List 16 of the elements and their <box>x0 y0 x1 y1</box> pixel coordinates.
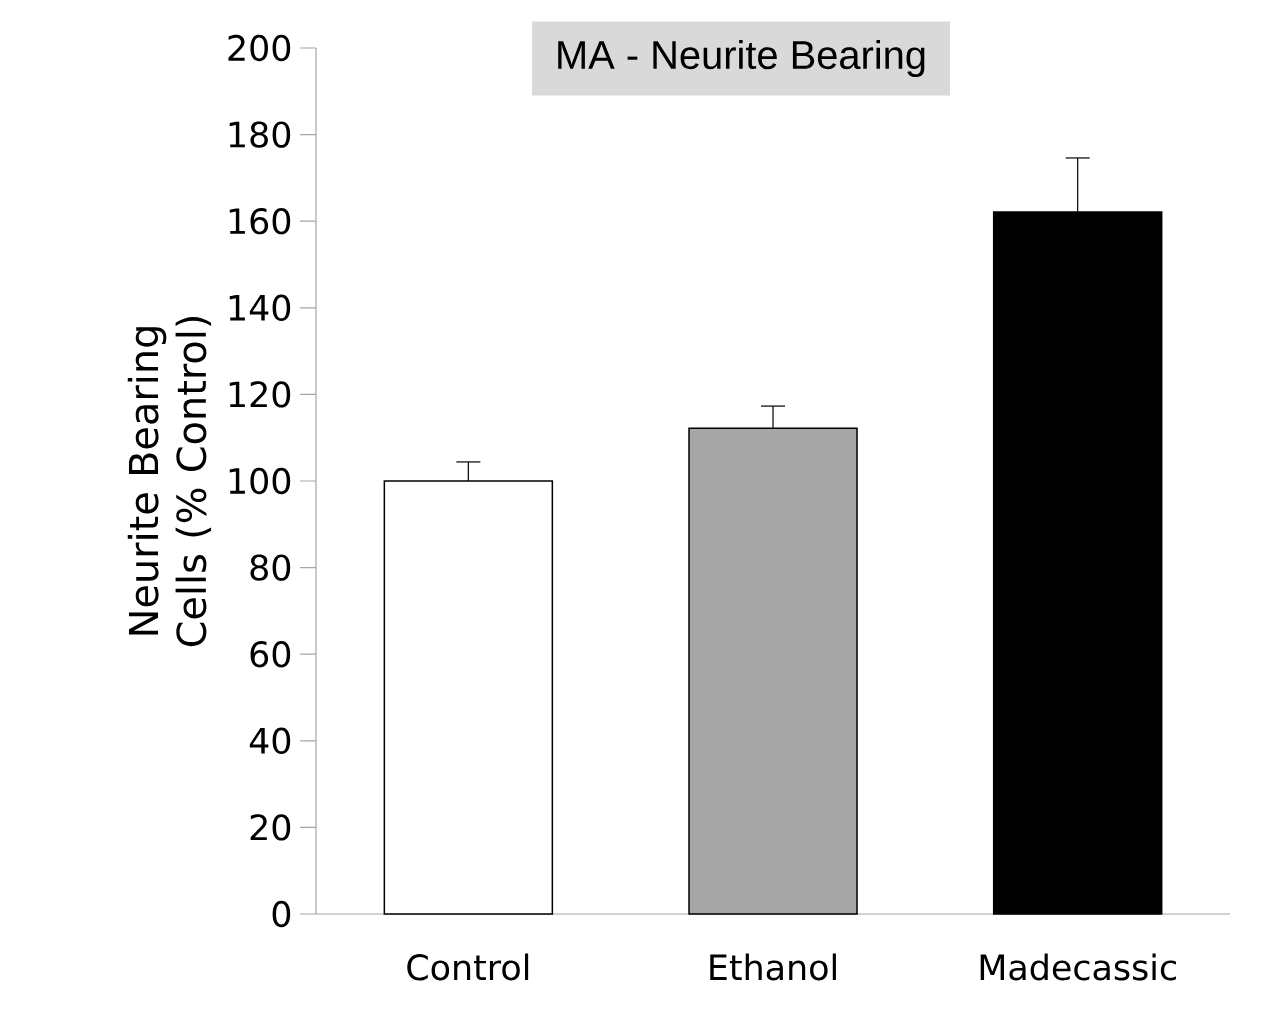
y-tick-label: 0 <box>272 900 291 928</box>
x-tick-label: Control <box>407 953 529 981</box>
y-tick-label: 160 <box>229 207 291 235</box>
y-tick-label: 180 <box>229 121 291 148</box>
x-tick-label: Madecassic <box>980 953 1176 981</box>
chart-title: MA - Neurite Bearing <box>558 39 925 78</box>
y-tick-label: 120 <box>229 381 291 408</box>
y-axis-title: Neurite Bearing Cells (% Control) <box>127 316 212 647</box>
y-tick-label: 40 <box>249 727 291 754</box>
y-tick-label: 200 <box>228 34 291 62</box>
y-tick-label: 20 <box>250 814 291 841</box>
y-tick-label: 100 <box>229 467 291 495</box>
y-tick-label: 140 <box>229 294 291 321</box>
y-tick-label: 60 <box>250 640 291 668</box>
x-tick-label: Ethanol <box>710 953 836 981</box>
y-tick-label: 80 <box>250 554 291 581</box>
